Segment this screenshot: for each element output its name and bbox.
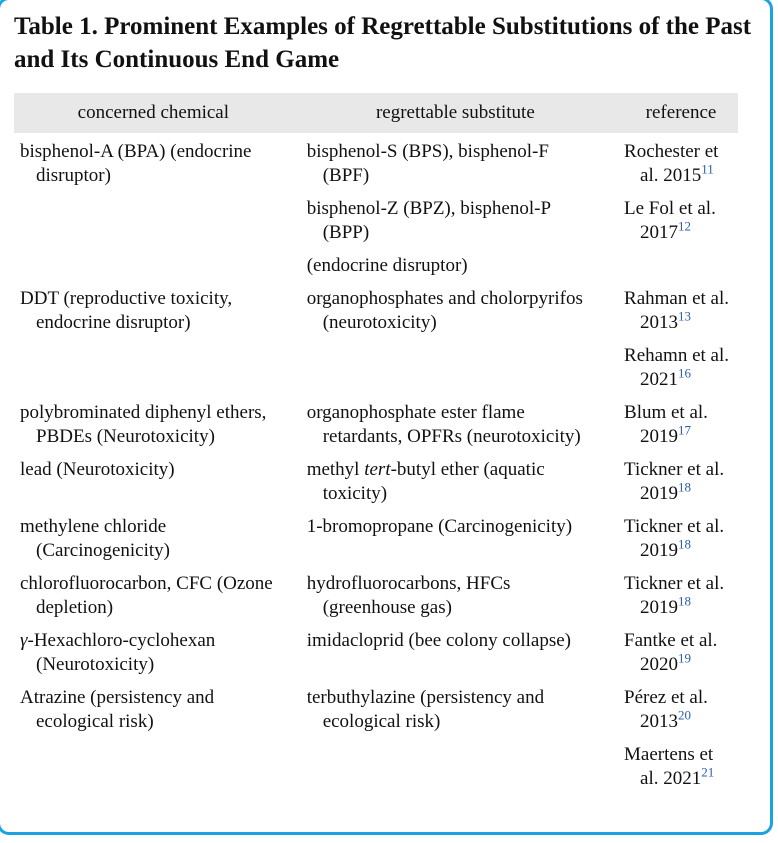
- cell-chemical: polybrominated diphenyl ethers, PBDEs (N…: [14, 394, 293, 451]
- text-segment: organophosphates and cholorpyrifos (neur…: [306, 288, 583, 333]
- citation-link[interactable]: 20: [678, 707, 692, 723]
- text-segment: methyl: [306, 459, 365, 480]
- text-segment: hydrofluorocarbons, HFCs (greenhouse gas…: [306, 573, 511, 618]
- header-row: concerned chemical regrettable substitut…: [14, 93, 738, 133]
- cell-substitute: terbuthylazine (persistency and ecologic…: [293, 679, 604, 736]
- text-segment: bisphenol-Z (BPZ), bisphenol-P (BPP): [306, 198, 551, 243]
- column-header-substitute: regrettable substitute: [292, 93, 605, 133]
- substitutions-table: concerned chemical regrettable substitut…: [14, 93, 738, 793]
- reference-text: Blum et al. 2019: [624, 402, 708, 447]
- table-title: Table 1. Prominent Examples of Regrettab…: [14, 13, 752, 73]
- reference-text: Fantke et al. 2020: [624, 630, 718, 675]
- cell-reference: Blum et al. 201917: [604, 394, 738, 451]
- text-segment: -butyl ether (aquatic toxicity): [322, 459, 545, 504]
- reference-text: Le Fol et al. 2017: [624, 198, 716, 243]
- cell-substitute: organophosphate ester flame retardants, …: [293, 394, 604, 451]
- reference-text: Rochester et al. 2015: [624, 141, 719, 186]
- table-row: (endocrine disruptor): [14, 247, 738, 280]
- cell-chemical: Atrazine (persistency and ecological ris…: [14, 679, 293, 793]
- cell-chemical: DDT (reproductive toxicity, endocrine di…: [14, 280, 293, 394]
- citation-link[interactable]: 18: [678, 593, 692, 609]
- reference-text: Rahman et al. 2013: [624, 288, 730, 333]
- cell-chemical: γ-Hexachloro-cyclohexan (Neurotoxicity): [14, 622, 293, 679]
- cell-reference: Rochester et al. 201511: [604, 133, 738, 190]
- cell-substitute: organophosphates and cholorpyrifos (neur…: [293, 280, 604, 337]
- cell-chemical: lead (Neurotoxicity): [14, 451, 293, 508]
- text-segment: tert: [364, 459, 391, 480]
- citation-link[interactable]: 12: [678, 218, 692, 234]
- reference-text: Tickner et al. 2019: [624, 573, 725, 618]
- table-row: γ-Hexachloro-cyclohexan (Neurotoxicity) i…: [14, 622, 738, 679]
- table-row: lead (Neurotoxicity) methyl tert-butyl et…: [14, 451, 738, 508]
- citation-link[interactable]: 16: [678, 365, 692, 381]
- text-segment: terbuthylazine (persistency and ecologic…: [306, 687, 545, 732]
- table-row: bisphenol-Z (BPZ), bisphenol-P (BPP) Le F…: [14, 190, 738, 247]
- citation-link[interactable]: 13: [678, 308, 692, 324]
- cell-reference: Tickner et al. 201918: [604, 508, 738, 565]
- cell-substitute: imidacloprid (bee colony collapse): [293, 622, 604, 679]
- cell-substitute: (endocrine disruptor): [293, 247, 604, 280]
- table-row: DDT (reproductive toxicity, endocrine di…: [14, 280, 738, 337]
- reference-text: Rehamn et al. 2021: [624, 345, 730, 390]
- table-row: Atrazine (persistency and ecological ris…: [14, 679, 738, 736]
- text-segment: polybrominated diphenyl ethers, PBDEs (N…: [20, 402, 267, 447]
- table-row: polybrominated diphenyl ethers, PBDEs (N…: [14, 394, 738, 451]
- cell-substitute: bisphenol-S (BPS), bisphenol-F (BPF): [293, 133, 604, 190]
- table-row: Rehamn et al. 202116: [14, 337, 738, 394]
- cell-substitute: methyl tert-butyl ether (aquatic toxicit…: [293, 451, 604, 508]
- column-header-chemical: concerned chemical: [14, 93, 293, 133]
- cell-reference: Le Fol et al. 201712: [604, 190, 738, 247]
- cell-reference: Maertens et al. 202121: [604, 736, 738, 793]
- text-segment: -Hexachloro-cyclohexan (Neurotoxicity): [27, 630, 216, 675]
- column-header-reference: reference: [604, 93, 738, 133]
- reference-text: Tickner et al. 2019: [624, 459, 725, 504]
- citation-link[interactable]: 18: [678, 536, 692, 552]
- cell-chemical: methylene chloride (Carcinogenicity): [14, 508, 293, 565]
- text-segment: (endocrine disruptor): [306, 255, 468, 276]
- citation-link[interactable]: 18: [678, 479, 692, 495]
- cell-reference: Fantke et al. 202019: [604, 622, 738, 679]
- text-segment: bisphenol-A (BPA) (endocrine disruptor): [20, 141, 252, 186]
- reference-text: Tickner et al. 2019: [624, 516, 725, 561]
- table-row: chlorofluorocarbon, CFC (Ozone depletion…: [14, 565, 738, 622]
- cell-chemical: chlorofluorocarbon, CFC (Ozone depletion…: [14, 565, 293, 622]
- text-segment: DDT (reproductive toxicity, endocrine di…: [20, 288, 233, 333]
- citation-link[interactable]: 17: [678, 422, 692, 438]
- text-segment: bisphenol-S (BPS), bisphenol-F (BPF): [306, 141, 549, 186]
- citation-link[interactable]: 19: [678, 650, 692, 666]
- cell-substitute: bisphenol-Z (BPZ), bisphenol-P (BPP): [293, 190, 604, 247]
- text-segment: imidacloprid (bee colony collapse): [306, 630, 572, 651]
- cell-substitute: [293, 736, 604, 793]
- cell-reference: [604, 247, 738, 280]
- citation-link[interactable]: 21: [701, 764, 715, 780]
- text-segment: methylene chloride (Carcinogenicity): [20, 516, 171, 561]
- text-segment: 1-bromopropane (Carcinogenicity): [306, 516, 573, 537]
- reference-text: Pérez et al. 2013: [624, 687, 708, 732]
- cell-substitute: 1-bromopropane (Carcinogenicity): [293, 508, 604, 565]
- text-segment: chlorofluorocarbon, CFC (Ozone depletion…: [20, 573, 273, 618]
- cell-reference: Tickner et al. 201918: [604, 451, 738, 508]
- text-segment: γ: [20, 630, 28, 651]
- cell-reference: Rahman et al. 201313: [604, 280, 738, 337]
- cell-reference: Tickner et al. 201918: [604, 565, 738, 622]
- text-segment: lead (Neurotoxicity): [20, 459, 175, 480]
- cell-substitute: hydrofluorocarbons, HFCs (greenhouse gas…: [293, 565, 604, 622]
- text-segment: Atrazine (persistency and ecological ris…: [20, 687, 215, 732]
- citation-link[interactable]: 11: [701, 161, 714, 177]
- reference-text: Maertens et al. 2021: [624, 744, 714, 789]
- table-row: Maertens et al. 202121: [14, 736, 738, 793]
- table-row: bisphenol-A (BPA) (endocrine disruptor) b…: [14, 133, 738, 190]
- cell-substitute: [293, 337, 604, 394]
- text-segment: organophosphate ester flame retardants, …: [306, 402, 581, 447]
- cell-chemical: bisphenol-A (BPA) (endocrine disruptor): [14, 133, 293, 280]
- cell-reference: Rehamn et al. 202116: [604, 337, 738, 394]
- cell-reference: Pérez et al. 201320: [604, 679, 738, 736]
- table-row: methylene chloride (Carcinogenicity) 1-br…: [14, 508, 738, 565]
